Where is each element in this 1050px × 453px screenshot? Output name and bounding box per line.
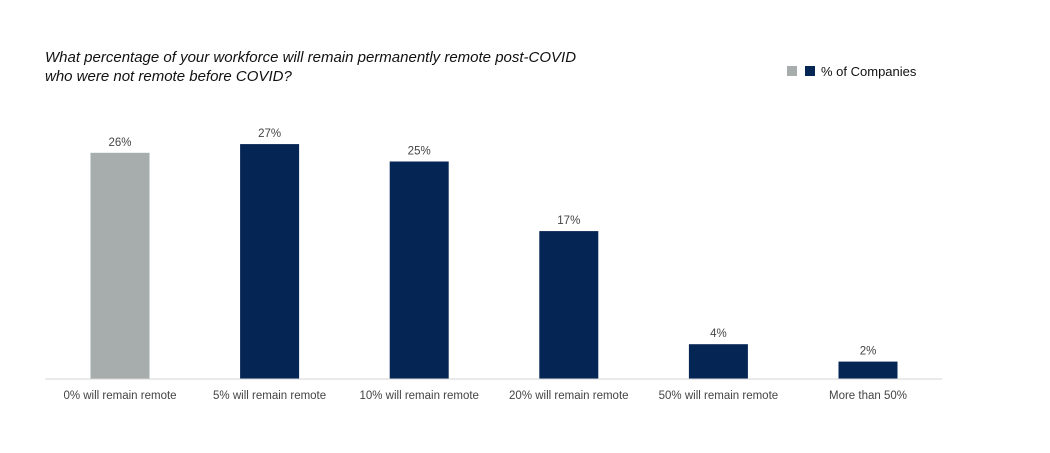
- category-label-4: 50% will remain remote: [659, 390, 779, 402]
- category-label-5: More than 50%: [829, 390, 907, 402]
- value-label-4: 4%: [710, 328, 727, 340]
- category-label-2: 10% will remain remote: [359, 390, 479, 402]
- chart-title-line-1: What percentage of your workforce will r…: [45, 49, 576, 66]
- value-label-3: 17%: [557, 215, 580, 227]
- bar-0: [90, 152, 150, 379]
- value-label-2: 25%: [408, 146, 431, 158]
- chart-title-line-2: who were not remote before COVID?: [45, 68, 292, 85]
- category-label-group: 0% will remain remote 5% will remain remo…: [63, 390, 907, 402]
- value-label-group: 26% 27% 25% 17% 4% 2%: [108, 128, 876, 358]
- category-label-1: 5% will remain remote: [213, 390, 326, 402]
- legend-swatch-gray: [787, 66, 797, 76]
- bar-3: [539, 231, 599, 379]
- value-label-1: 27%: [258, 128, 281, 140]
- bar-2: [389, 161, 449, 379]
- chart-title: What percentage of your workforce will r…: [45, 49, 576, 85]
- category-label-3: 20% will remain remote: [509, 390, 629, 402]
- bar-1: [240, 144, 300, 379]
- legend-swatch-navy: [805, 66, 815, 76]
- legend-label: % of Companies: [821, 64, 917, 79]
- bar-4: [688, 344, 748, 379]
- value-label-0: 26%: [108, 137, 131, 149]
- bar-group: [90, 144, 898, 379]
- legend: % of Companies: [787, 64, 917, 79]
- bar-5: [838, 361, 898, 379]
- value-label-5: 2%: [860, 346, 877, 358]
- category-label-0: 0% will remain remote: [63, 390, 176, 402]
